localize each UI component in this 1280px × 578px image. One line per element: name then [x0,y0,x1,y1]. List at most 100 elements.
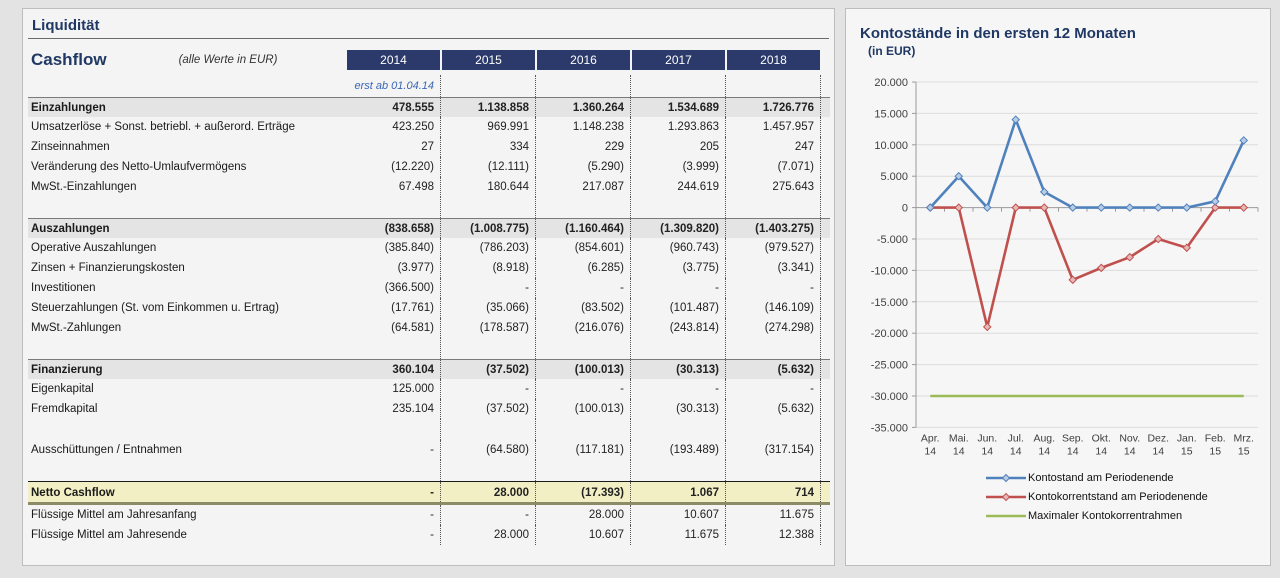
cell-value[interactable] [441,460,536,481]
cell-value[interactable]: 125.000 [346,379,441,399]
cell-value[interactable]: - [726,278,821,298]
cell-value[interactable] [631,338,726,359]
cell-value[interactable]: - [346,482,441,502]
cell-value[interactable]: 1.138.858 [441,98,536,117]
cell-value[interactable]: 244.619 [631,177,726,197]
cell-value[interactable]: 1.293.863 [631,117,726,137]
row-label[interactable]: Ausschüttungen / Entnahmen [31,444,182,456]
cell-value[interactable]: 11.675 [726,505,821,525]
row-label[interactable]: Auszahlungen [31,223,110,235]
cell-value[interactable]: (1.008.775) [441,219,536,238]
cell-value[interactable] [631,460,726,481]
cell-value[interactable]: 423.250 [346,117,441,137]
row-label[interactable] [28,197,346,218]
cell-value[interactable]: (30.313) [631,360,726,379]
cell-value[interactable]: 67.498 [346,177,441,197]
row-label[interactable] [28,338,346,359]
cell-value[interactable]: (216.076) [536,318,631,338]
cell-value[interactable]: (101.487) [631,298,726,318]
cell-value[interactable]: 10.607 [536,525,631,545]
cell-value[interactable]: 28.000 [441,525,536,545]
year-header-cell[interactable]: 2018 [727,50,820,70]
cell-value[interactable]: 235.104 [346,399,441,419]
cell-value[interactable] [726,419,821,440]
cell-value[interactable]: (17.761) [346,298,441,318]
cell-value[interactable] [726,338,821,359]
cell-value[interactable]: (17.393) [536,482,631,502]
cell-value[interactable]: (3.775) [631,258,726,278]
cell-value[interactable]: 28.000 [441,482,536,502]
row-label[interactable]: Flüssige Mittel am Jahresanfang [31,509,197,521]
cell-value[interactable]: (7.071) [726,157,821,177]
row-label[interactable]: Netto Cashflow [31,487,115,499]
cell-value[interactable]: (3.977) [346,258,441,278]
cell-value[interactable]: 1.148.238 [536,117,631,137]
cell-value[interactable]: (35.066) [441,298,536,318]
cell-value[interactable]: (786.203) [441,238,536,258]
legend-item[interactable]: Kontokorrentstand am Periodenende [986,487,1270,506]
cell-value[interactable]: (3.341) [726,258,821,278]
cell-value[interactable]: (8.918) [441,258,536,278]
cell-value[interactable]: (5.290) [536,157,631,177]
cell-value[interactable]: (1.160.464) [536,219,631,238]
cell-value[interactable]: (385.840) [346,238,441,258]
cell-value[interactable] [726,460,821,481]
row-label[interactable] [28,460,346,481]
row-label[interactable]: MwSt.-Zahlungen [31,322,122,334]
cell-value[interactable] [536,338,631,359]
cell-value[interactable]: 11.675 [631,525,726,545]
row-label[interactable]: Umsatzerlöse + Sonst. betriebl. + außero… [31,121,295,133]
year-header-cell[interactable]: 2014 [347,50,440,70]
cell-value[interactable] [441,338,536,359]
cell-value[interactable] [726,197,821,218]
cell-value[interactable]: 1.534.689 [631,98,726,117]
cell-value[interactable]: (30.313) [631,399,726,419]
cell-value[interactable] [441,419,536,440]
cell-value[interactable]: (5.632) [726,399,821,419]
cell-value[interactable]: (960.743) [631,238,726,258]
cell-value[interactable]: (317.154) [726,440,821,460]
cell-value[interactable]: (83.502) [536,298,631,318]
cell-value[interactable]: 205 [631,137,726,157]
row-label[interactable]: Einzahlungen [31,102,106,114]
cell-value[interactable]: - [346,440,441,460]
row-label[interactable]: Zinseinnahmen [31,141,110,153]
row-label[interactable]: Investitionen [31,282,96,294]
cell-value[interactable]: 478.555 [346,98,441,117]
cell-value[interactable] [346,419,441,440]
cell-value[interactable]: (854.601) [536,238,631,258]
cell-value[interactable]: - [536,278,631,298]
cell-value[interactable] [631,197,726,218]
cell-value[interactable]: (979.527) [726,238,821,258]
row-label[interactable]: Flüssige Mittel am Jahresende [31,529,187,541]
cell-value[interactable]: (146.109) [726,298,821,318]
cell-value[interactable]: - [726,379,821,399]
row-label[interactable]: Fremdkapital [31,403,98,415]
cell-value[interactable]: (64.580) [441,440,536,460]
cell-value[interactable]: - [441,505,536,525]
cell-value[interactable]: 1.067 [631,482,726,502]
cell-value[interactable]: 1.457.957 [726,117,821,137]
cell-value[interactable]: (64.581) [346,318,441,338]
legend-item[interactable]: Maximaler Kontokorrentrahmen [986,506,1270,525]
cell-value[interactable]: 360.104 [346,360,441,379]
cell-value[interactable]: 1.726.776 [726,98,821,117]
cell-value[interactable]: (37.502) [441,399,536,419]
cell-value[interactable] [441,197,536,218]
cell-value[interactable] [536,197,631,218]
year-header-cell[interactable]: 2016 [537,50,630,70]
row-label[interactable] [28,419,346,440]
cell-value[interactable]: - [631,278,726,298]
cell-value[interactable]: (3.999) [631,157,726,177]
cell-value[interactable]: (37.502) [441,360,536,379]
year-header-cell[interactable]: 2015 [442,50,535,70]
cell-value[interactable]: (12.111) [441,157,536,177]
cell-value[interactable]: 229 [536,137,631,157]
year-header-cell[interactable]: 2017 [632,50,725,70]
legend-item[interactable]: Kontostand am Periodenende [986,468,1270,487]
cell-value[interactable]: 12.388 [726,525,821,545]
cell-value[interactable]: (193.489) [631,440,726,460]
cell-value[interactable] [346,460,441,481]
cell-value[interactable]: 1.360.264 [536,98,631,117]
cell-value[interactable]: 10.607 [631,505,726,525]
